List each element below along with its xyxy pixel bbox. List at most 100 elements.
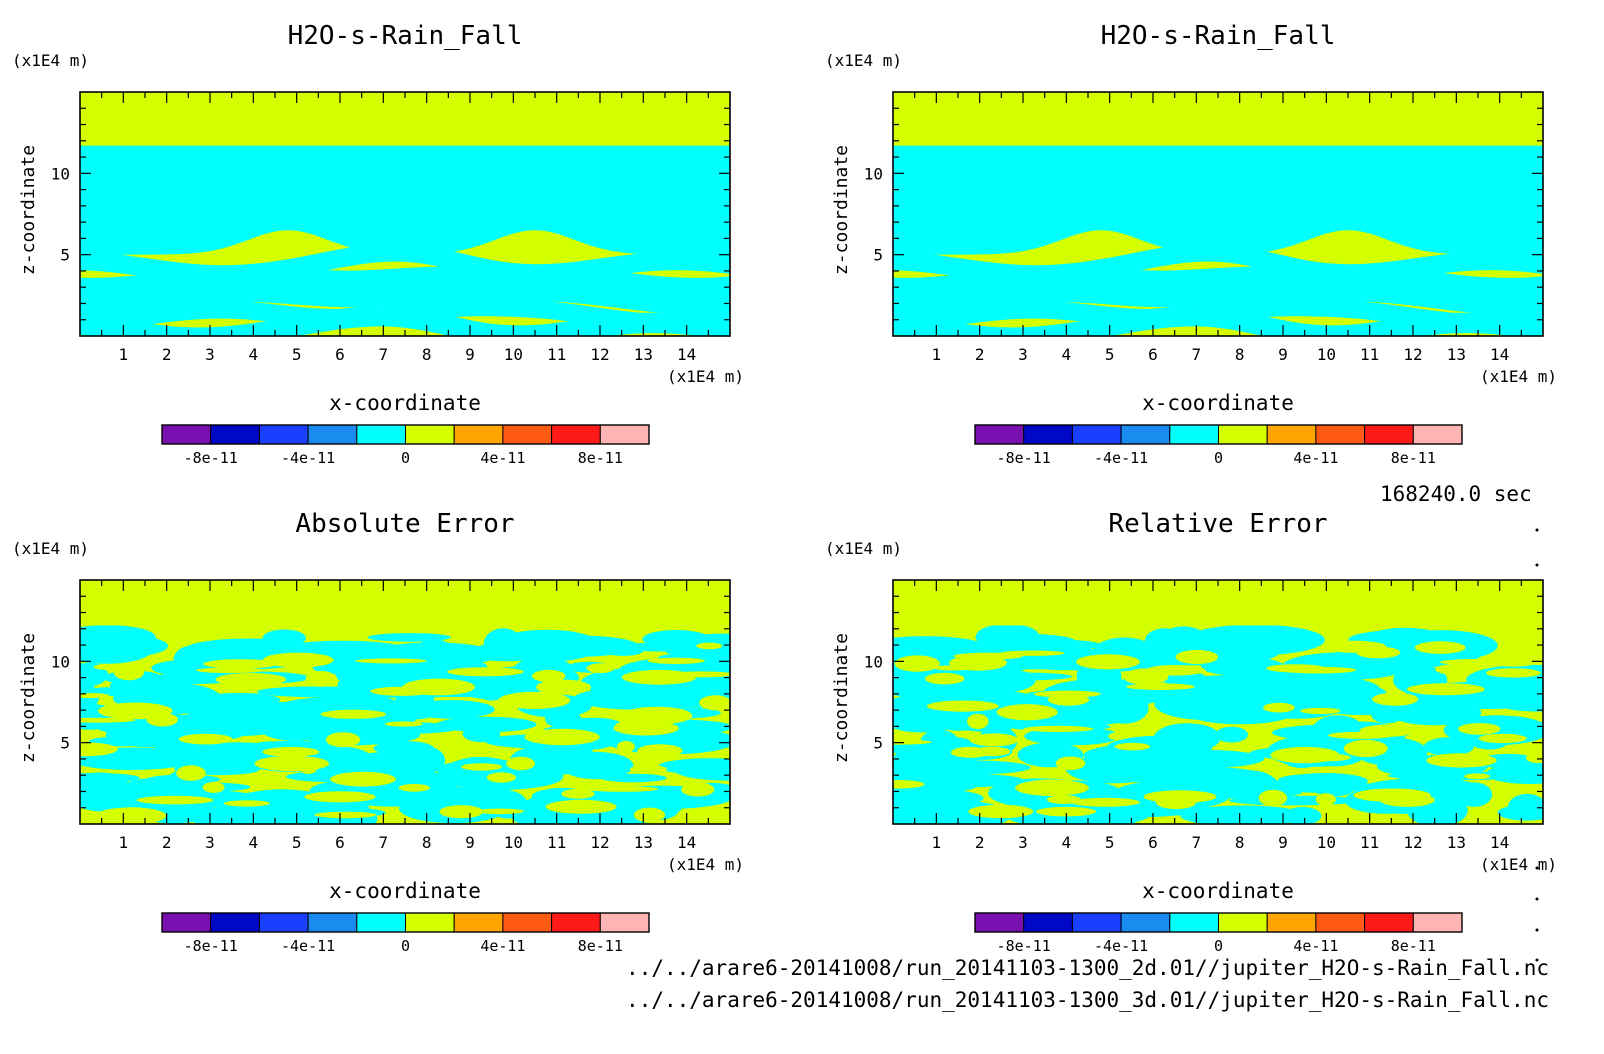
panel-1-y-unit: (x1E4 m) (12, 51, 89, 70)
panel-4-positive-patch (996, 704, 1058, 721)
margin-dot (1535, 928, 1539, 932)
panel-4-positive-patch (1485, 653, 1542, 667)
panel-1-y-tick-label: 10 (51, 164, 70, 183)
panel-3-x-tick-label: 8 (422, 833, 432, 852)
panel-4-positive-patch (1270, 746, 1340, 764)
panel-4-contour-field (893, 580, 1543, 824)
margin-dot (1535, 563, 1539, 567)
panel-1-colorbar-frame (161, 424, 650, 445)
panel-2-colorbar-segment (1364, 424, 1414, 445)
panel-3-zero-patch (256, 686, 376, 698)
panel-1-colorbar-segment (551, 424, 601, 445)
panel-4-positive-patch (1315, 793, 1336, 806)
panel-4-positive-patch (1175, 649, 1219, 665)
panel-3-zero-patch (407, 700, 495, 719)
panel-4-zero-patch (1181, 685, 1223, 716)
panel-2-colorbar-segment (1023, 424, 1073, 445)
panel-3-y-tick-label: 5 (60, 734, 70, 753)
panel-4-positive-patch (1464, 773, 1491, 780)
panel-3-positive-patch (696, 642, 723, 650)
panel-4-positive-patch (1478, 733, 1527, 744)
panel-3-positive-patch (475, 808, 525, 815)
panel-3-positive-patch (486, 772, 516, 783)
panel-4-colorbar-segment (1412, 912, 1463, 933)
panel-3-colorbar-frame (161, 912, 650, 933)
panel-4-positive-patch (1126, 683, 1195, 690)
panel-3-positive-patch (461, 763, 503, 771)
panel-2-y-tick-label: 10 (864, 164, 883, 183)
panel-3-y-tick-label: 10 (51, 652, 70, 671)
panel-3-colorbar-segment (258, 912, 309, 933)
panel-3-positive-patch (402, 678, 475, 696)
panel-1-x-tick-label: 7 (379, 345, 389, 364)
panel-4-colorbar-tick-label: -4e-11 (1094, 937, 1148, 955)
panel-4-colorbar-tick-label: 0 (1214, 937, 1223, 955)
panel-1-x-tick-label: 5 (292, 345, 302, 364)
panel-4-x-tick-label: 10 (1317, 833, 1336, 852)
panel-3-positive-patch (223, 800, 270, 807)
panel-1-x-tick-label: 3 (205, 345, 215, 364)
panel-2-x-tick-label: 8 (1235, 345, 1245, 364)
panel-3-positive-patch (215, 673, 287, 686)
panel-3-positive-patch (699, 695, 730, 711)
panel-4-y-tick-label: 10 (864, 652, 883, 671)
panel-3-positive-patch (325, 732, 361, 748)
panel-3-positive-patch (179, 733, 233, 745)
panel-4-positive-patch (1485, 668, 1541, 678)
panel-3-positive-patch (202, 781, 225, 793)
panel-4-x-tick-label: 13 (1447, 833, 1466, 852)
panel-4-colorbar-segment (1071, 912, 1122, 933)
panel-2-zero-band-3 (893, 285, 1543, 315)
panel-2-x-tick-label: 7 (1192, 345, 1202, 364)
panel-1-x-tick-label: 1 (119, 345, 129, 364)
panel-4-positive-patch (925, 672, 965, 685)
panel-2-x-tick-label: 6 (1148, 345, 1158, 364)
panel-3-x-tick-label: 11 (547, 833, 566, 852)
panel-3-contour-field (80, 580, 730, 824)
panel-2-x-tick-label: 11 (1360, 345, 1379, 364)
panel-3-x-tick-label: 9 (465, 833, 475, 852)
panel-4-y-label: z-coordinate (831, 633, 852, 763)
panel-3-positive-patch (629, 764, 668, 775)
panel-3-zero-patch (80, 633, 169, 659)
panel-2-colorbar-segment (1218, 424, 1268, 445)
panel-2-x-tick-label: 4 (1062, 345, 1072, 364)
panel-2-y-tick-label: 5 (873, 246, 883, 265)
panel-3-colorbar-segment (307, 912, 358, 933)
panel-2-colorbar-frame (974, 424, 1463, 445)
panel-1-colorbar-tick-label: 0 (401, 449, 410, 467)
file-path-1: ../../arare6-20141008/run_20141103-1300_… (626, 956, 1549, 980)
margin-dot (1535, 897, 1539, 901)
panel-3-positive-patch (384, 721, 423, 727)
panel-3-positive-patch (398, 783, 430, 792)
panel-2-zero-region (893, 145, 1543, 255)
panel-1-contour-field (80, 145, 730, 336)
margin-dot (1535, 958, 1539, 962)
panel-2-x-tick-label: 10 (1317, 345, 1336, 364)
panel-3-positive-patch (633, 807, 666, 823)
panel-3-positive-patch (195, 667, 265, 674)
panel-3-positive-patch (314, 811, 377, 819)
panel-3-positive-patch (136, 795, 214, 805)
panel-4-positive-patch (1266, 664, 1326, 673)
panel-1-colorbar-tick-label: -8e-11 (184, 449, 238, 467)
panel-3-x-tick-label: 4 (249, 833, 259, 852)
panel-1-y-label: z-coordinate (18, 145, 39, 275)
panel-3-positive-patch (586, 663, 615, 674)
panel-1-x-label: x-coordinate (329, 391, 481, 415)
panel-3-zero-patch (258, 714, 335, 741)
panel-3-positive-patch (447, 667, 524, 677)
panel-4-zero-patch (1083, 744, 1181, 767)
panel-3-positive-patch (113, 664, 144, 681)
panel-4-x-tick-label: 5 (1105, 833, 1115, 852)
panel-2-zero-band-2 (893, 265, 1543, 303)
panel-4-x-tick-label: 11 (1360, 833, 1379, 852)
panel-3-colorbar-segment (405, 912, 455, 933)
panel-4-positive-patch (926, 700, 999, 712)
panel-3-x-tick-label: 14 (677, 833, 696, 852)
panel-3-zero-patch (105, 722, 194, 748)
file-path-2: ../../arare6-20141008/run_20141103-1300_… (626, 988, 1549, 1012)
panel-2-colorbar-tick-label: 0 (1214, 449, 1223, 467)
panel-3-positive-patch (498, 691, 571, 710)
panel-3-x-tick-label: 7 (379, 833, 389, 852)
